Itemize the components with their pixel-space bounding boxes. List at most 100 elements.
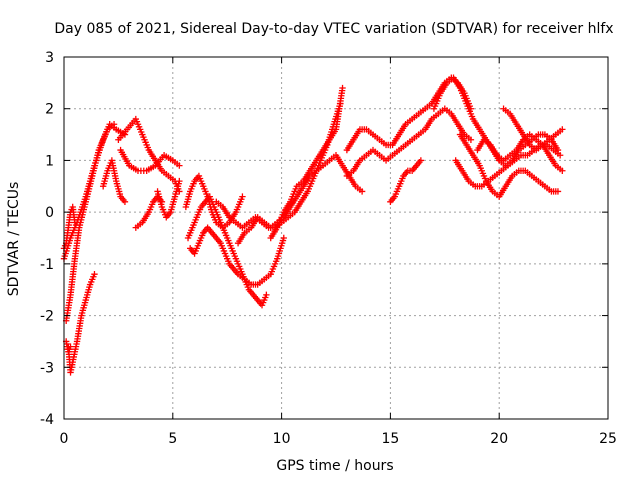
data-point-run <box>477 128 489 141</box>
data-point-run <box>460 169 471 183</box>
data-point <box>239 193 246 200</box>
y-tick-label: -2 <box>40 309 54 325</box>
x-tick-label: 0 <box>60 431 69 447</box>
series-arc-l <box>184 193 270 309</box>
data-point-run <box>146 148 158 162</box>
data-point-run <box>511 169 520 178</box>
data-point-run <box>404 138 414 147</box>
data-point-run <box>243 277 253 287</box>
data-point-run <box>288 185 299 203</box>
data-point-run <box>167 174 176 183</box>
data-point-run <box>535 138 544 147</box>
data-point-run <box>268 226 280 240</box>
data-point-run <box>514 123 526 136</box>
data-point-run <box>482 138 492 147</box>
data-point-run <box>371 148 381 157</box>
data-point-run <box>547 154 558 167</box>
data-point <box>280 234 287 242</box>
data-point-run <box>334 154 345 167</box>
data-point-run <box>231 267 240 276</box>
x-tick-label: 10 <box>273 431 291 447</box>
data-point-run <box>549 138 560 152</box>
data-point-run <box>106 122 116 131</box>
data-point-run <box>100 170 110 187</box>
data-point <box>417 157 425 164</box>
data-point-run <box>445 76 455 85</box>
data-point-run <box>168 196 178 213</box>
data-point-run <box>237 272 246 281</box>
data-point-run <box>256 277 266 287</box>
data-point-run <box>67 258 78 296</box>
data-point-run <box>301 174 312 188</box>
data-point-run <box>214 236 223 245</box>
data-point-run <box>365 127 375 137</box>
data-point-run <box>215 221 224 230</box>
data-point-run <box>480 179 490 188</box>
data-point-run <box>500 164 509 173</box>
data-point-run <box>251 293 260 302</box>
data-point-run <box>163 153 174 163</box>
data-point-run <box>411 112 420 121</box>
data-point-run <box>194 206 204 218</box>
x-tick-label: 20 <box>490 431 508 447</box>
data-point-run <box>227 262 236 271</box>
data-point-run <box>328 153 338 162</box>
data-point-run <box>550 188 559 195</box>
data-point-run <box>212 206 221 218</box>
data-point-run <box>401 169 410 178</box>
data-point-run <box>263 221 272 230</box>
data-point-run <box>517 167 527 174</box>
data-point-run <box>280 215 290 224</box>
data-point <box>176 162 183 169</box>
data-point-run <box>385 141 394 149</box>
data-point-run <box>437 107 446 116</box>
y-axis-label: SDTVAR / TECUs <box>6 182 22 297</box>
data-point-run <box>299 190 310 203</box>
data-point-run <box>196 232 206 244</box>
data-point-run <box>474 183 483 190</box>
data-point-run <box>321 158 331 168</box>
data-point-run <box>190 216 199 229</box>
data-point-run <box>207 196 217 208</box>
data-point-run <box>378 138 388 147</box>
data-point-run <box>228 215 237 224</box>
data-point-run <box>268 258 280 275</box>
data-point-run <box>315 164 324 173</box>
data-point-run <box>458 133 469 147</box>
data-point-run <box>540 143 552 157</box>
data-point-run <box>554 164 564 173</box>
data-point-run <box>146 201 156 213</box>
data-point-run <box>508 112 519 126</box>
x-tick-label: 15 <box>381 431 399 447</box>
data-point-run <box>333 87 346 131</box>
data-point-run <box>443 107 453 116</box>
data-point-run <box>404 117 414 126</box>
data-point-run <box>88 273 97 286</box>
data-point-run <box>502 107 512 116</box>
data-point-run <box>192 174 201 183</box>
data-point-run <box>519 152 529 159</box>
data-point-run <box>294 185 306 198</box>
data-point-run <box>188 180 197 193</box>
data-point-run <box>288 195 299 209</box>
data-point-run <box>307 159 319 172</box>
data-point-run <box>552 148 562 157</box>
data-point <box>358 188 366 195</box>
data-point-run <box>464 102 476 120</box>
y-tick-label: -1 <box>40 257 54 273</box>
data-point-run <box>410 164 419 173</box>
series-arc-i <box>132 193 166 231</box>
data-point-run <box>67 361 76 374</box>
data-point-run <box>76 201 89 229</box>
chart-title: Day 085 of 2021, Sidereal Day-to-day VTE… <box>54 21 613 37</box>
data-point-run <box>484 179 495 193</box>
data-point-run <box>398 143 407 152</box>
y-axis: -4 -3 -2 -1 0 1 2 3 <box>40 50 608 428</box>
data-point-run <box>83 175 95 203</box>
data-point-run <box>530 174 540 183</box>
data-point-run <box>498 158 507 168</box>
data-point-run <box>496 153 505 162</box>
data-point-run <box>417 127 427 137</box>
data-point-run <box>172 180 182 198</box>
